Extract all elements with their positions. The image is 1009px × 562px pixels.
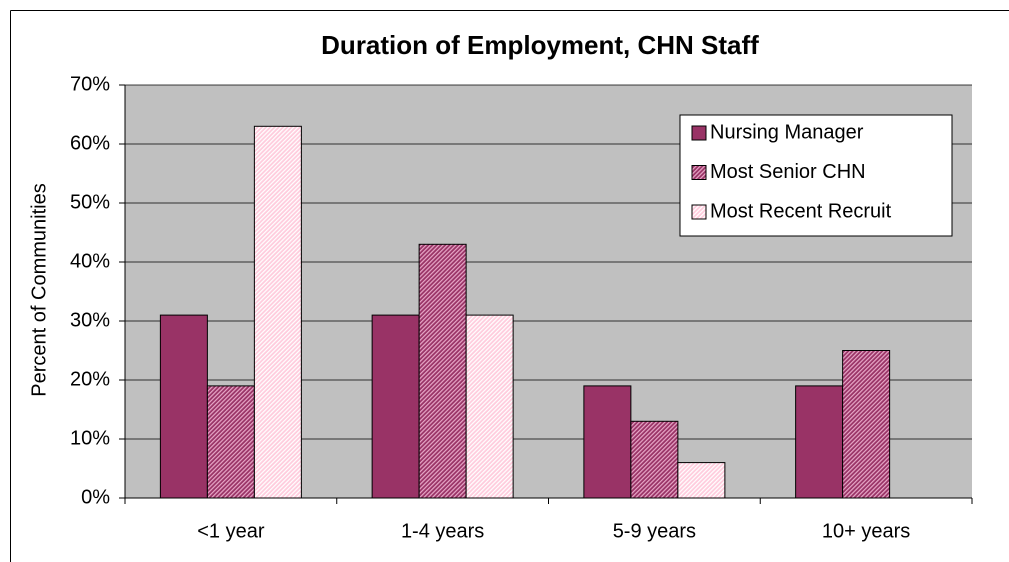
x-tick-label: <1 year bbox=[197, 520, 265, 542]
x-tick-label: 10+ years bbox=[822, 520, 910, 542]
bar bbox=[583, 385, 632, 499]
y-tick-label: 0% bbox=[81, 486, 110, 508]
bar bbox=[418, 243, 467, 499]
y-tick-label: 70% bbox=[70, 73, 110, 95]
y-tick-label: 10% bbox=[70, 427, 110, 449]
y-tick-label: 30% bbox=[70, 309, 110, 331]
legend-label: Most Senior CHN bbox=[710, 161, 866, 183]
y-tick-label: 50% bbox=[70, 191, 110, 213]
chart-title: Duration of Employment, CHN Staff bbox=[321, 30, 759, 60]
legend-swatch bbox=[691, 204, 707, 220]
legend-label: Nursing Manager bbox=[710, 121, 864, 143]
bar bbox=[253, 125, 302, 499]
y-tick-label: 60% bbox=[70, 132, 110, 154]
legend-label: Most Recent Recruit bbox=[710, 200, 892, 222]
x-tick-label: 1-4 years bbox=[401, 520, 484, 542]
bar bbox=[159, 314, 208, 499]
bar bbox=[630, 420, 679, 499]
legend-swatch bbox=[691, 165, 707, 180]
bar bbox=[371, 314, 420, 499]
y-tick-label: 40% bbox=[70, 250, 110, 272]
x-tick-label: 5-9 years bbox=[613, 520, 696, 542]
bar bbox=[677, 462, 726, 499]
bar bbox=[842, 350, 891, 499]
legend bbox=[679, 114, 953, 237]
legend-swatch bbox=[691, 125, 707, 141]
y-tick-label: 20% bbox=[70, 368, 110, 390]
bar bbox=[795, 385, 844, 499]
bar bbox=[465, 314, 514, 499]
bar bbox=[206, 385, 255, 499]
y-axis-label: Percent of Communities bbox=[28, 183, 50, 396]
